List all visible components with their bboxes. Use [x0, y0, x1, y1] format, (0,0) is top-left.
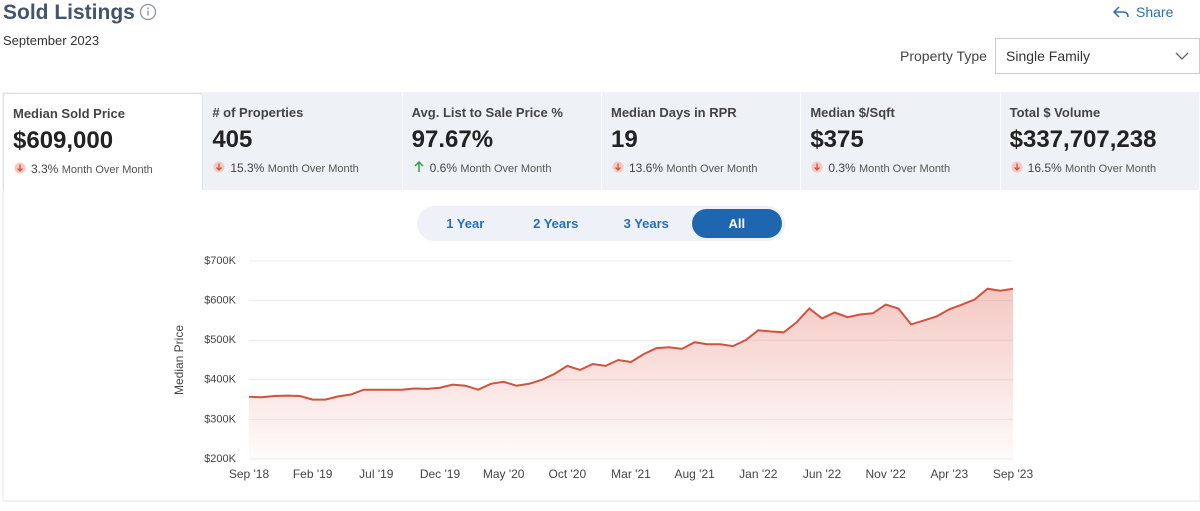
- card-change: 0.6% Month Over Month: [412, 160, 592, 175]
- x-tick-label: Aug '21: [675, 467, 716, 481]
- share-button[interactable]: Share: [1112, 4, 1173, 20]
- change-note: Month Over Month: [859, 163, 951, 175]
- range-tab[interactable]: 2 Years: [533, 216, 579, 231]
- chevron: [1175, 52, 1189, 60]
- x-tick-label: Oct '20: [549, 467, 587, 481]
- y-tick-label: $500K: [204, 334, 236, 346]
- x-tick-label: Jul '19: [359, 467, 394, 481]
- card-value: $609,000: [13, 127, 114, 154]
- y-tick-label: $700K: [204, 255, 236, 267]
- card-title: Median Sold Price: [13, 106, 125, 121]
- share-label: Share: [1136, 4, 1174, 20]
- change-note: Month Over Month: [61, 164, 153, 176]
- card-value: 405: [212, 126, 253, 153]
- x-tick-label: Jun '22: [803, 467, 842, 481]
- page-title: Sold Listings: [3, 1, 135, 24]
- x-tick-label: Feb '19: [293, 467, 333, 481]
- y-tick-label: $300K: [204, 413, 236, 425]
- card-change: 15.3% Month Over Month: [212, 161, 392, 175]
- change-value: 0.6%: [429, 161, 458, 175]
- y-tick-label: $200K: [204, 453, 236, 465]
- arrow-down: [216, 163, 223, 171]
- x-tick-label: Dec '19: [420, 467, 461, 481]
- metric-card[interactable]: Median $/Sqft $375 0.3% Month Over Month: [801, 93, 1001, 190]
- x-tick-label: Sep '18: [229, 467, 270, 481]
- y-tick-label: $400K: [204, 374, 236, 386]
- y-tick-label: $600K: [204, 295, 236, 307]
- card-value: 19: [610, 126, 638, 153]
- arrow-down: [615, 163, 621, 171]
- metric-card[interactable]: Total $ Volume $337,707,238 16.5% Month Ov…: [1000, 93, 1200, 190]
- change-note: Month Over Month: [1065, 163, 1157, 175]
- filter-label: Property Type: [900, 48, 987, 64]
- card-title: Median Days in RPR: [610, 105, 737, 120]
- share-icon: [1112, 6, 1129, 18]
- card-title: Median $/Sqft: [810, 105, 895, 120]
- change-icon: [612, 161, 624, 173]
- card-title: # of Properties: [212, 105, 304, 120]
- range-tabs: 1 Year 2 Years 3 Years All: [417, 206, 785, 241]
- metric-card[interactable]: Median Days in RPR 19 13.6% Month Over Mon…: [601, 93, 802, 190]
- change-icon: [14, 162, 26, 174]
- card-change: 0.3% Month Over Month: [810, 161, 990, 175]
- arrow-down: [1013, 163, 1020, 171]
- change-value: 15.3%: [230, 161, 265, 175]
- arrow-down: [814, 163, 821, 171]
- card-value: $337,707,238: [1009, 126, 1157, 153]
- x-tick-label: Sep '23: [993, 467, 1034, 481]
- line: [248, 287, 1014, 401]
- arrow-down: [17, 164, 23, 172]
- metric-card[interactable]: Avg. List to Sale Price % 97.67% 0.6% Mont…: [402, 93, 602, 190]
- card-change: 16.5% Month Over Month: [1010, 161, 1190, 175]
- info-icon[interactable]: [139, 3, 157, 21]
- card-title: Total $ Volume: [1009, 105, 1101, 120]
- range-tab[interactable]: 1 Year: [446, 216, 485, 231]
- card-value: 97.67%: [411, 126, 494, 153]
- change-value: 16.5%: [1027, 161, 1062, 175]
- change-icon: [1011, 161, 1023, 173]
- x-tick-label: Nov '22: [866, 467, 907, 481]
- y-axis-label: Median Price: [172, 325, 186, 395]
- select-value: Single Family: [1006, 48, 1091, 64]
- change-icon: [213, 161, 225, 173]
- change-note: Month Over Month: [666, 163, 758, 175]
- x-tick-label: May '20: [483, 467, 525, 481]
- area-fill: [249, 288, 1013, 459]
- x-tick-label: Apr '23: [931, 467, 969, 481]
- range-tab[interactable]: All: [691, 209, 782, 238]
- metric-card[interactable]: # of Properties 405 15.3% Month Over Month: [203, 93, 403, 190]
- card-title: Avg. List to Sale Price %: [411, 105, 563, 120]
- x-tick-label: Jan '22: [739, 467, 778, 481]
- x-tick-label: Mar '21: [611, 467, 651, 481]
- change-value: 3.3%: [31, 162, 59, 176]
- card-change: 13.6% Month Over Month: [611, 161, 791, 175]
- subtitle: September 2023: [3, 33, 100, 48]
- change-note: Month Over Month: [267, 163, 359, 175]
- property-type-select[interactable]: Single Family: [995, 38, 1200, 74]
- metric-card[interactable]: Median Sold Price $609,000 3.3% Month Over…: [3, 93, 204, 190]
- metric-cards: Median Sold Price $609,000 3.3% Month Over…: [3, 93, 1200, 190]
- card-change: 3.3% Month Over Month: [13, 162, 193, 176]
- change-value: 0.3%: [828, 161, 856, 175]
- change-note: Month Over Month: [460, 163, 552, 175]
- change-icon: [414, 160, 424, 172]
- card-value: $375: [810, 126, 864, 153]
- change-value: 13.6%: [628, 161, 664, 175]
- change-icon: [811, 161, 823, 173]
- arrow-up: [414, 160, 424, 172]
- range-tab[interactable]: 3 Years: [623, 216, 669, 231]
